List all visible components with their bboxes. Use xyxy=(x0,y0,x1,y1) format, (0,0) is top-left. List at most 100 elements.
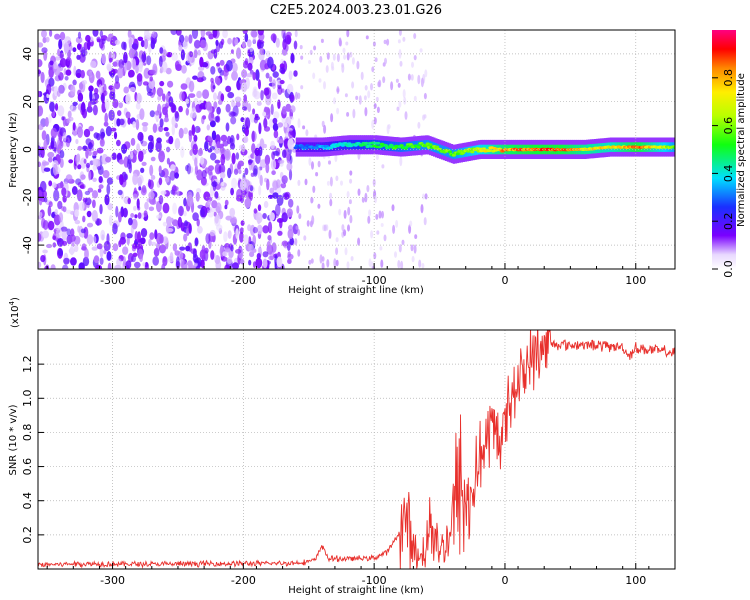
spectrogram-noise-cell xyxy=(329,176,333,187)
spectrogram-noise-cell xyxy=(108,214,113,226)
spectrogram-noise-cell xyxy=(183,233,188,242)
spectrogram-noise-cell xyxy=(257,41,264,49)
spectrogram-noise-cell xyxy=(315,172,319,177)
spectrogram-noise-cell xyxy=(271,92,278,100)
spectrogram-noise-cell xyxy=(417,74,421,85)
spectrogram-noise-cell xyxy=(420,204,424,214)
spectrogram-noise-cell xyxy=(281,240,289,247)
x-tick-label: -200 xyxy=(231,274,256,287)
snr-x-axis-label: Height of straight line (km) xyxy=(288,585,424,596)
spectrogram-noise-cell xyxy=(252,261,257,268)
spectrogram-noise-cell xyxy=(317,160,321,168)
spectrogram-noise-cell xyxy=(39,180,47,193)
spectrogram-noise-cell xyxy=(241,69,248,78)
spectrogram-noise-cell xyxy=(348,199,352,205)
spectrogram-noise-cell xyxy=(135,65,139,74)
y-tick-label: 0.2 xyxy=(21,526,34,544)
spectrogram-noise-cell xyxy=(174,172,180,179)
spectrogram-noise-cell xyxy=(227,230,232,239)
spectrogram-noise-cell xyxy=(166,157,170,165)
spectrogram-noise-cell xyxy=(105,126,112,137)
spectrogram-noise-cell xyxy=(273,111,280,119)
spectrogram-ridge-core xyxy=(672,146,675,149)
spectrogram-noise-cell xyxy=(231,70,238,81)
spectrogram-noise-cell xyxy=(421,262,425,269)
spectrogram-noise-cell xyxy=(288,116,294,121)
spectrogram-noise-cell xyxy=(317,203,321,209)
spectrogram-noise-cell xyxy=(401,239,405,245)
spectrogram-noise-cell xyxy=(127,30,132,39)
spectrogram-noise-cell xyxy=(290,52,295,64)
spectrogram-noise-cell xyxy=(112,68,118,74)
spectrogram-noise-cell xyxy=(269,250,275,261)
spectrogram-noise-cell xyxy=(386,124,390,135)
spectrogram-noise-cell xyxy=(149,69,156,75)
spectrogram-noise-cell xyxy=(265,163,270,174)
spectrogram-noise-cell xyxy=(233,168,239,175)
spectrogram-noise-cell xyxy=(408,224,412,234)
spectrogram-noise-cell xyxy=(230,49,234,54)
spectrogram-noise-cell xyxy=(197,148,203,157)
spectrogram-noise-cell xyxy=(227,135,231,145)
spectrogram-noise-cell xyxy=(140,40,145,48)
spectrogram-noise-cell xyxy=(344,247,348,256)
spectrogram-noise-cell xyxy=(50,264,56,269)
spectrogram-noise-cell xyxy=(162,256,168,267)
spectrogram-noise-cell xyxy=(117,189,123,196)
spectrogram-ridge-core xyxy=(408,143,413,146)
spectrogram-noise-cell xyxy=(98,176,103,183)
x-tick-label: -100 xyxy=(362,574,387,587)
spectrogram-noise-cell xyxy=(87,39,91,51)
spectrogram-noise-cell xyxy=(227,37,233,45)
spectrogram-noise-cell xyxy=(283,122,288,128)
spectrogram-noise-cell xyxy=(178,127,184,139)
x-tick-label: -100 xyxy=(362,274,387,287)
spectrogram-noise-cell xyxy=(290,105,296,113)
spectrogram-noise-cell xyxy=(252,248,257,253)
spectrogram-noise-cell xyxy=(263,143,267,149)
spectrogram-noise-cell xyxy=(375,213,379,220)
spectrogram-noise-cell xyxy=(270,33,277,42)
spectrogram-noise-cell xyxy=(311,161,314,170)
spectrogram-noise-cell xyxy=(286,31,292,38)
spectrogram-noise-cell xyxy=(253,208,258,214)
spectrogram-noise-cell xyxy=(333,258,337,268)
spectrogram-noise-cell xyxy=(398,100,402,108)
spectrogram-noise-cell xyxy=(149,164,154,177)
y-tick-label: 1.0 xyxy=(21,390,34,408)
spectrogram-noise-cell xyxy=(127,197,131,205)
spectrogram-noise-cell xyxy=(263,126,271,132)
spectrogram-noise-cell xyxy=(147,91,154,97)
colorbar-tick-label: 0.4 xyxy=(722,165,735,183)
spectrogram-noise-cell xyxy=(156,214,162,219)
spectrogram-noise-cell xyxy=(49,30,53,37)
spectrogram-noise-cell xyxy=(225,59,233,72)
spectrogram-noise-cell xyxy=(75,154,80,166)
spectrogram-noise-cell xyxy=(381,164,385,169)
spectrogram-ridge-core xyxy=(487,149,492,153)
spectrogram-noise-cell xyxy=(196,218,200,227)
spectrogram-noise-cell xyxy=(257,166,261,179)
spectrogram-noise-cell xyxy=(413,33,417,39)
spectrogram-noise-cell xyxy=(121,41,126,50)
spectrogram-noise-cell xyxy=(125,93,131,105)
spectrogram-noise-cell xyxy=(163,127,169,132)
spectrogram-noise-cell xyxy=(188,223,192,234)
spectrogram-noise-cell xyxy=(247,103,252,113)
spectrogram-noise-cell xyxy=(193,134,198,142)
spectrogram-noise-cell xyxy=(59,158,64,169)
spectrogram-noise-cell xyxy=(47,220,55,231)
spectrogram-noise-cell xyxy=(299,45,303,50)
spectrogram-ridge-core xyxy=(455,152,461,156)
spectrogram-noise-cell xyxy=(290,94,295,102)
spectrogram-noise-cell xyxy=(422,114,426,121)
spectrogram-noise-cell xyxy=(38,124,44,131)
spectrogram-noise-cell xyxy=(80,49,88,57)
spectrogram-noise-cell xyxy=(399,156,403,167)
spectrogram-noise-cell xyxy=(112,223,118,235)
spectrogram-noise-cell xyxy=(272,117,278,125)
spectrogram-noise-cell xyxy=(40,255,46,263)
spectrogram-noise-cell xyxy=(38,42,44,48)
spectrogram-noise-cell xyxy=(106,183,111,196)
spectrogram-noise-cell xyxy=(105,156,112,163)
